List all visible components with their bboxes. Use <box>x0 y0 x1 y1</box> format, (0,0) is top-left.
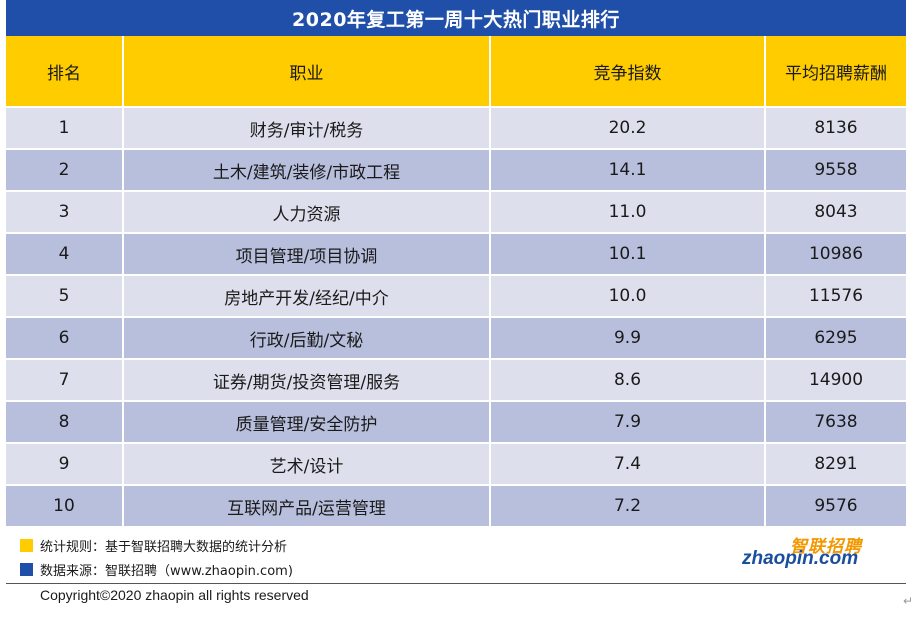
note-source: 数据来源：智联招聘（www.zhaopin.com) <box>20 557 293 581</box>
salary-cell: 8043 <box>765 191 906 234</box>
table-title: 2020年复工第一周十大热门职业排行 <box>6 0 906 36</box>
note-source-text: 数据来源：智联招聘（www.zhaopin.com) <box>40 563 293 579</box>
return-arrow-icon: ↵ <box>903 594 914 608</box>
competition-index-cell: 10.1 <box>490 233 766 276</box>
competition-index-cell: 10.0 <box>490 275 766 318</box>
salary-cell: 9576 <box>765 485 906 528</box>
table-row: 9 艺术/设计 7.4 8291 <box>6 443 906 486</box>
ranking-table: 排名 职业 竞争指数 平均招聘薪酬 1 财务/审计/税务 20.2 8136 2… <box>6 36 906 528</box>
header-competition-index: 竞争指数 <box>490 36 766 108</box>
salary-cell: 8291 <box>765 443 906 486</box>
competition-index-cell: 7.2 <box>490 485 766 528</box>
logo-en-text: zhaopin.com <box>742 548 859 569</box>
table-row: 8 质量管理/安全防护 7.9 7638 <box>6 401 906 444</box>
note-rule: 统计规则：基于智联招聘大数据的统计分析 <box>20 533 293 557</box>
rank-cell: 1 <box>6 107 124 150</box>
note-rule-text: 统计规则：基于智联招聘大数据的统计分析 <box>40 539 288 555</box>
header-rank: 排名 <box>6 36 124 108</box>
rank-cell: 8 <box>6 401 124 444</box>
competition-index-cell: 9.9 <box>490 317 766 360</box>
zhaopin-logo: 智联招聘 zhaopin.com <box>742 532 866 578</box>
table-row: 1 财务/审计/税务 20.2 8136 <box>6 107 906 150</box>
rank-cell: 6 <box>6 317 124 360</box>
occupation-cell: 艺术/设计 <box>123 443 491 486</box>
competition-index-cell: 7.9 <box>490 401 766 444</box>
logo-cn-text: 智联招聘 <box>790 537 862 557</box>
occupation-cell: 房地产开发/经纪/中介 <box>123 275 491 318</box>
table-row: 6 行政/后勤/文秘 9.9 6295 <box>6 317 906 360</box>
header-row: 排名 职业 竞争指数 平均招聘薪酬 <box>6 36 906 108</box>
occupation-cell: 财务/审计/税务 <box>123 107 491 150</box>
copyright-text: Copyright©2020 zhaopin all rights reserv… <box>40 587 309 603</box>
salary-cell: 8136 <box>765 107 906 150</box>
occupation-cell: 质量管理/安全防护 <box>123 401 491 444</box>
table-row: 10 互联网产品/运营管理 7.2 9576 <box>6 485 906 528</box>
footer-divider <box>6 583 906 584</box>
rank-cell: 9 <box>6 443 124 486</box>
table-row: 3 人力资源 11.0 8043 <box>6 191 906 234</box>
salary-cell: 10986 <box>765 233 906 276</box>
salary-cell: 11576 <box>765 275 906 318</box>
table-row: 4 项目管理/项目协调 10.1 10986 <box>6 233 906 276</box>
table-row: 2 土木/建筑/装修/市政工程 14.1 9558 <box>6 149 906 192</box>
salary-cell: 6295 <box>765 317 906 360</box>
occupation-cell: 人力资源 <box>123 191 491 234</box>
occupation-cell: 证券/期货/投资管理/服务 <box>123 359 491 402</box>
competition-index-cell: 7.4 <box>490 443 766 486</box>
occupation-cell: 行政/后勤/文秘 <box>123 317 491 360</box>
footnotes: 统计规则：基于智联招聘大数据的统计分析 数据来源：智联招聘（www.zhaopi… <box>20 533 293 581</box>
competition-index-cell: 11.0 <box>490 191 766 234</box>
rank-cell: 10 <box>6 485 124 528</box>
blue-square-icon <box>20 562 33 576</box>
salary-cell: 14900 <box>765 359 906 402</box>
occupation-cell: 互联网产品/运营管理 <box>123 485 491 528</box>
competition-index-cell: 14.1 <box>490 149 766 192</box>
rank-cell: 3 <box>6 191 124 234</box>
rank-cell: 7 <box>6 359 124 402</box>
salary-cell: 9558 <box>765 149 906 192</box>
competition-index-cell: 8.6 <box>490 359 766 402</box>
occupation-cell: 土木/建筑/装修/市政工程 <box>123 149 491 192</box>
header-occupation: 职业 <box>123 36 491 108</box>
rank-cell: 5 <box>6 275 124 318</box>
table-row: 5 房地产开发/经纪/中介 10.0 11576 <box>6 275 906 318</box>
header-average-salary: 平均招聘薪酬 <box>765 36 906 108</box>
rank-cell: 4 <box>6 233 124 276</box>
rank-cell: 2 <box>6 149 124 192</box>
yellow-square-icon <box>20 538 33 552</box>
salary-cell: 7638 <box>765 401 906 444</box>
occupation-cell: 项目管理/项目协调 <box>123 233 491 276</box>
competition-index-cell: 20.2 <box>490 107 766 150</box>
table-row: 7 证券/期货/投资管理/服务 8.6 14900 <box>6 359 906 402</box>
